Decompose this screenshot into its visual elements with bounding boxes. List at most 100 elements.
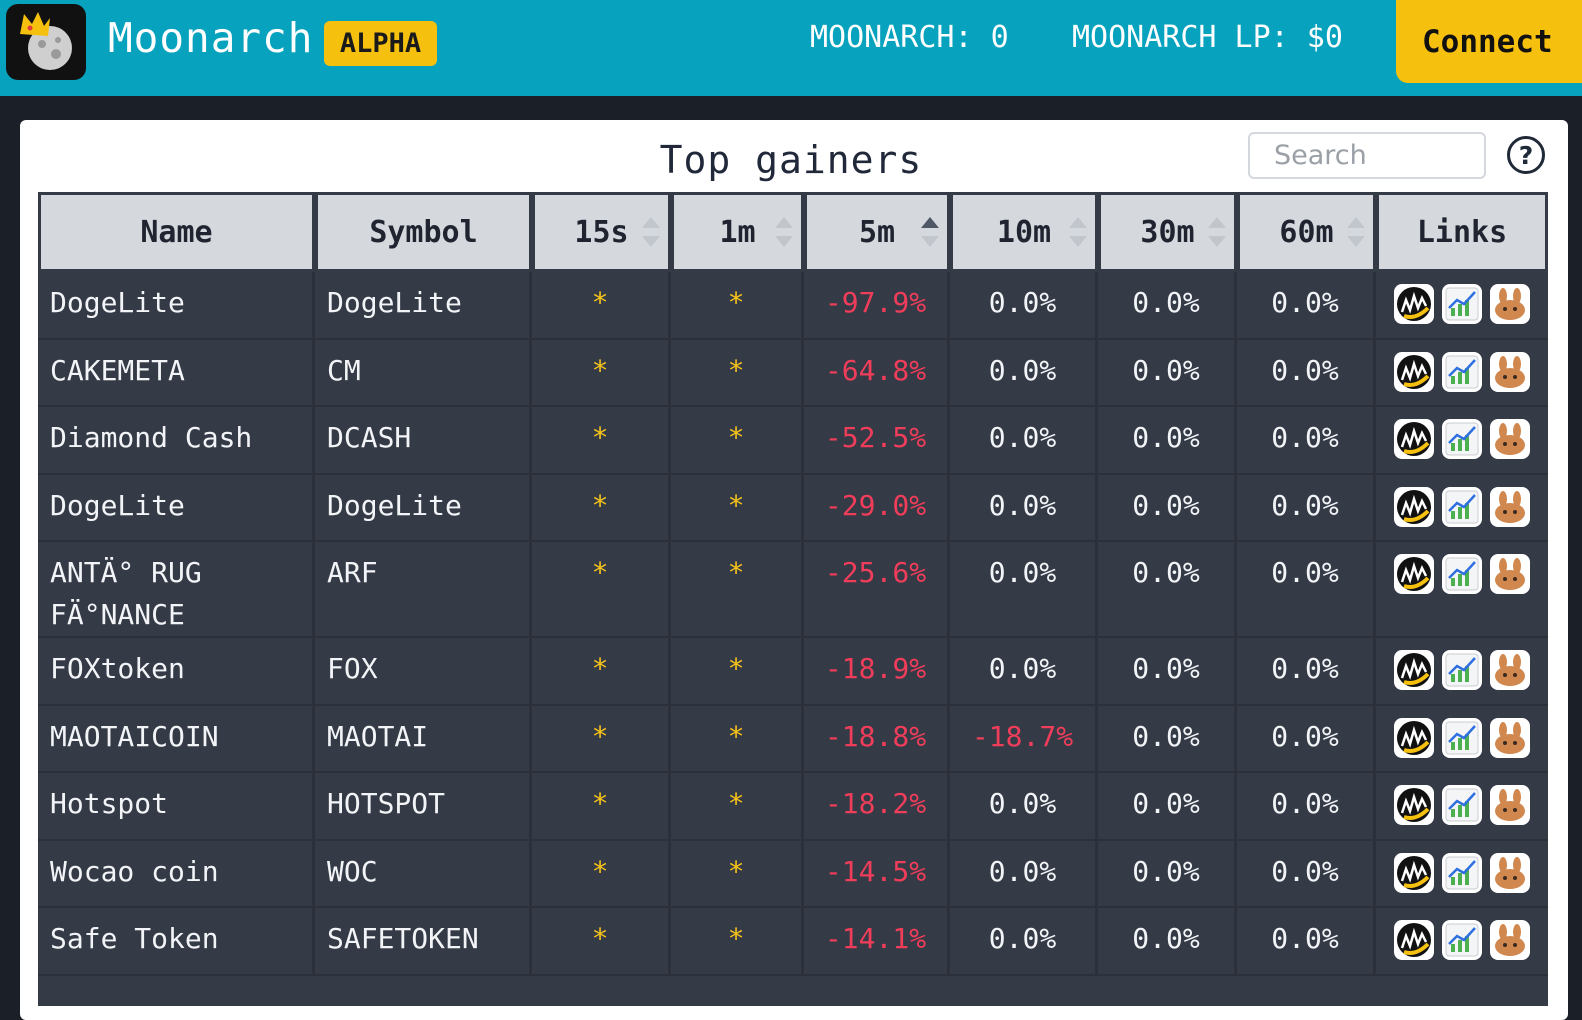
sort-icon[interactable] (1347, 217, 1365, 247)
chart-icon[interactable] (1442, 419, 1482, 459)
change-10m: 0.0% (950, 638, 1098, 706)
connect-button[interactable]: Connect (1396, 0, 1582, 83)
pancakeswap-icon[interactable] (1490, 486, 1530, 527)
token-name[interactable]: CAKEMETA (38, 339, 315, 407)
sort-icon[interactable] (642, 217, 660, 247)
token-symbol: HOTSPOT (315, 773, 532, 841)
chart-icon[interactable] (1442, 554, 1482, 594)
chart-icon[interactable] (1442, 717, 1482, 758)
column-header-30m[interactable]: 30m (1098, 192, 1237, 272)
change-15s: * (532, 638, 671, 706)
column-header-label: 60m (1279, 214, 1334, 250)
change-15s: * (532, 840, 671, 908)
column-header-15s[interactable]: 15s (532, 192, 671, 272)
change-60m: 0.0% (1237, 705, 1376, 773)
moonarch-lp-balance: MOONARCH LP: $0 (1072, 20, 1343, 55)
poocoin-icon[interactable] (1394, 554, 1434, 594)
token-symbol: CM (315, 339, 532, 407)
table-row[interactable]: ANTÄ° RUG FÄ°NANCE ARF * * -25.6% 0.0% 0… (38, 542, 1548, 638)
change-60m: 0.0% (1237, 542, 1376, 638)
change-15s: * (532, 773, 671, 841)
token-name[interactable]: Safe Token (38, 908, 315, 976)
table-row[interactable]: Diamond Cash DCASH * * -52.5% 0.0% 0.0% … (38, 407, 1548, 475)
pancakeswap-icon[interactable] (1490, 284, 1530, 324)
token-symbol: MAOTAI (315, 705, 532, 773)
column-header-10m[interactable]: 10m (950, 192, 1098, 272)
brand-name[interactable]: Moonarch (108, 14, 314, 62)
table-body: DogeLite DogeLite * * -97.9% 0.0% 0.0% 0… (38, 272, 1548, 976)
poocoin-icon[interactable] (1394, 650, 1434, 690)
token-symbol: DogeLite (315, 272, 532, 340)
token-name[interactable]: Diamond Cash (38, 407, 315, 475)
help-icon[interactable]: ? (1507, 136, 1545, 174)
token-name[interactable]: FOXtoken (38, 638, 315, 706)
token-name[interactable]: MAOTAICOIN (38, 705, 315, 773)
chart-icon[interactable] (1442, 650, 1482, 690)
change-60m: 0.0% (1237, 773, 1376, 841)
poocoin-icon[interactable] (1394, 852, 1434, 893)
pancakeswap-icon[interactable] (1490, 717, 1530, 758)
change-5m: -29.0% (804, 474, 950, 542)
chart-icon[interactable] (1442, 920, 1482, 960)
table-row[interactable]: Safe Token SAFETOKEN * * -14.1% 0.0% 0.0… (38, 908, 1548, 976)
token-name[interactable]: Wocao coin (38, 840, 315, 908)
chart-icon[interactable] (1442, 486, 1482, 527)
moonarch-logo-icon[interactable] (6, 4, 86, 80)
links-cell (1376, 638, 1548, 706)
chart-icon[interactable] (1442, 785, 1482, 825)
token-name[interactable]: Hotspot (38, 773, 315, 841)
pancakeswap-icon[interactable] (1490, 351, 1530, 392)
pancakeswap-icon[interactable] (1490, 650, 1530, 690)
table-row[interactable]: Hotspot HOTSPOT * * -18.2% 0.0% 0.0% 0.0… (38, 773, 1548, 841)
sort-icon[interactable] (1208, 217, 1226, 247)
token-symbol: WOC (315, 840, 532, 908)
sort-icon[interactable] (775, 217, 793, 247)
column-header-5m[interactable]: 5m (804, 192, 950, 272)
pancakeswap-icon[interactable] (1490, 785, 1530, 825)
poocoin-icon[interactable] (1394, 351, 1434, 392)
top-bar: Moonarch ALPHA MOONARCH: 0 MOONARCH LP: … (0, 0, 1582, 96)
poocoin-icon[interactable] (1394, 284, 1434, 324)
pancakeswap-icon[interactable] (1490, 419, 1530, 459)
change-30m: 0.0% (1098, 840, 1237, 908)
poocoin-icon[interactable] (1394, 486, 1434, 527)
chart-icon[interactable] (1442, 284, 1482, 324)
chart-icon[interactable] (1442, 852, 1482, 893)
column-header-label: 1m (719, 214, 756, 250)
poocoin-icon[interactable] (1394, 419, 1434, 459)
search-input[interactable] (1248, 132, 1486, 179)
table-row[interactable]: DogeLite DogeLite * * -29.0% 0.0% 0.0% 0… (38, 474, 1548, 542)
column-header-label: Symbol (369, 214, 478, 250)
table-row[interactable]: MAOTAICOIN MAOTAI * * -18.8% -18.7% 0.0%… (38, 705, 1548, 773)
table-row[interactable]: CAKEMETA CM * * -64.8% 0.0% 0.0% 0.0% (38, 339, 1548, 407)
pancakeswap-icon[interactable] (1490, 852, 1530, 893)
token-name[interactable]: ANTÄ° RUG FÄ°NANCE (38, 542, 315, 638)
table-row[interactable]: Wocao coin WOC * * -14.5% 0.0% 0.0% 0.0% (38, 840, 1548, 908)
sort-icon[interactable] (1069, 217, 1087, 247)
links-cell (1376, 272, 1548, 340)
table-row[interactable]: DogeLite DogeLite * * -97.9% 0.0% 0.0% 0… (38, 272, 1548, 340)
sort-ascending-icon[interactable] (921, 217, 939, 247)
chart-icon[interactable] (1442, 351, 1482, 392)
token-name[interactable]: DogeLite (38, 272, 315, 340)
pancakeswap-icon[interactable] (1490, 920, 1530, 960)
change-30m: 0.0% (1098, 474, 1237, 542)
change-15s: * (532, 908, 671, 976)
gainers-table: Name Symbol 15s 1m 5m 10m 30m 60m Links … (38, 192, 1548, 976)
change-30m: 0.0% (1098, 339, 1237, 407)
token-name[interactable]: DogeLite (38, 474, 315, 542)
links-cell (1376, 475, 1548, 542)
poocoin-icon[interactable] (1394, 717, 1434, 758)
column-header-1m[interactable]: 1m (671, 192, 804, 272)
poocoin-icon[interactable] (1394, 920, 1434, 960)
pancakeswap-icon[interactable] (1490, 554, 1530, 594)
column-header-label: Links (1416, 214, 1508, 250)
column-header-60m[interactable]: 60m (1237, 192, 1376, 272)
column-header-symbol[interactable]: Symbol (315, 192, 532, 272)
change-5m: -14.1% (804, 908, 950, 976)
table-row[interactable]: FOXtoken FOX * * -18.9% 0.0% 0.0% 0.0% (38, 638, 1548, 706)
column-header-name[interactable]: Name (38, 192, 315, 272)
change-1m: * (671, 272, 804, 340)
poocoin-icon[interactable] (1394, 785, 1434, 825)
change-10m: 0.0% (950, 272, 1098, 340)
